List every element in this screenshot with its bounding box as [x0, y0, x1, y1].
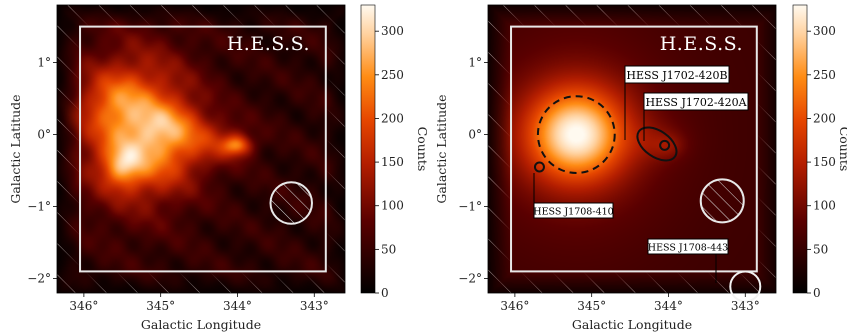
right-plot-frame: [487, 4, 777, 294]
x-tick-label: 346°: [500, 299, 529, 313]
colorbar-tick-label: 50: [813, 242, 828, 256]
right-colorbar-gradient: [792, 4, 808, 294]
extended-component-circle: [536, 95, 616, 175]
right-exclusion-region: [699, 178, 745, 224]
source-a-label: HESS J1702-420A: [645, 96, 747, 109]
colorbar-tick-label: 300: [813, 24, 836, 38]
colorbar-tick-label: 0: [381, 286, 389, 300]
left-hess-watermark: H.E.S.S.: [227, 33, 310, 55]
y-tick-label: −2°: [27, 272, 51, 286]
source-j1708-443-label-box: [647, 238, 729, 255]
colorbar-tick-label: 200: [813, 111, 836, 125]
colorbar-tick-label: 300: [381, 24, 404, 38]
x-tick-label: 343°: [300, 299, 329, 313]
right-x-ticks: 346° 345° 344° 343°: [500, 293, 760, 313]
right-analysis-box: [510, 25, 758, 273]
colorbar-tick-label: 0: [813, 286, 821, 300]
colorbar-tick-label: 250: [813, 68, 836, 82]
source-b-label: HESS J1702-420B: [626, 69, 727, 82]
colorbar-tick-label: 200: [381, 111, 404, 125]
source-b-ellipse: [636, 126, 678, 162]
left-analysis-box: [79, 25, 327, 273]
x-tick-label: 345°: [146, 299, 175, 313]
y-tick-label: 0°: [468, 128, 482, 142]
left-x-ticks: 346° 345° 344° 343°: [69, 293, 329, 313]
right-colorbar: 0 50 100 150 200 250 300 Counts: [792, 4, 847, 300]
source-a-label-box: [643, 92, 749, 111]
left-colorbar-label: Counts: [415, 127, 430, 172]
source-a-marker: [659, 139, 671, 151]
source-b-label-box: [624, 65, 730, 84]
left-exclusion-region: [269, 181, 313, 225]
left-y-ticks: 1° 0° −1° −2°: [27, 56, 57, 286]
right-hess-watermark: H.E.S.S.: [660, 33, 743, 55]
colorbar-tick-label: 100: [381, 199, 404, 213]
x-tick-label: 344°: [654, 299, 683, 313]
x-tick-label: 346°: [69, 299, 98, 313]
right-panel: HESS J1702-420B HESS J1702-420A HESS J17…: [434, 4, 777, 332]
y-tick-label: −1°: [27, 200, 51, 214]
colorbar-tick-label: 250: [381, 68, 404, 82]
right-x-axis-label: Galactic Longitude: [572, 317, 692, 332]
right-y-ticks: 1° 0° −1° −2°: [458, 56, 488, 286]
left-colorbar-ticks: 0 50 100 150 200 250 300: [375, 24, 404, 300]
right-colorbar-ticks: 0 50 100 150 200 250 300: [807, 24, 836, 300]
x-tick-label: 343°: [731, 299, 760, 313]
right-colorbar-label: Counts: [837, 127, 847, 172]
left-counts-map: [57, 5, 345, 293]
source-j1708-410-label-box: [533, 202, 614, 219]
left-y-axis-label: Galactic Latitude: [8, 94, 23, 203]
left-x-axis-label: Galactic Longitude: [141, 317, 261, 332]
colorbar-tick-label: 150: [813, 155, 836, 169]
source-j1708-443-label: HESS J1708-443: [648, 243, 728, 254]
x-tick-label: 344°: [223, 299, 252, 313]
colorbar-tick-label: 100: [813, 199, 836, 213]
left-colorbar: 0 50 100 150 200 250 300 Counts: [360, 4, 430, 300]
left-panel: H.E.S.S. 346° 345° 344° 343° 1° 0° −1° −2° Gal…: [8, 4, 346, 332]
colorbar-tick-label: 50: [381, 242, 396, 256]
y-tick-label: −1°: [458, 200, 482, 214]
left-plot-frame: [56, 4, 346, 294]
left-colorbar-gradient: [360, 4, 376, 294]
source-j1708-443-circle: [729, 270, 762, 303]
x-tick-label: 345°: [577, 299, 606, 313]
source-j1708-410-marker: [533, 161, 545, 173]
source-j1708-410-label: HESS J1708-410: [533, 207, 613, 218]
right-y-axis-label: Galactic Latitude: [434, 94, 449, 203]
colorbar-tick-label: 150: [381, 155, 404, 169]
y-tick-label: 0°: [37, 128, 51, 142]
y-tick-label: 1°: [37, 56, 51, 70]
y-tick-label: 1°: [468, 56, 482, 70]
y-tick-label: −2°: [458, 272, 482, 286]
